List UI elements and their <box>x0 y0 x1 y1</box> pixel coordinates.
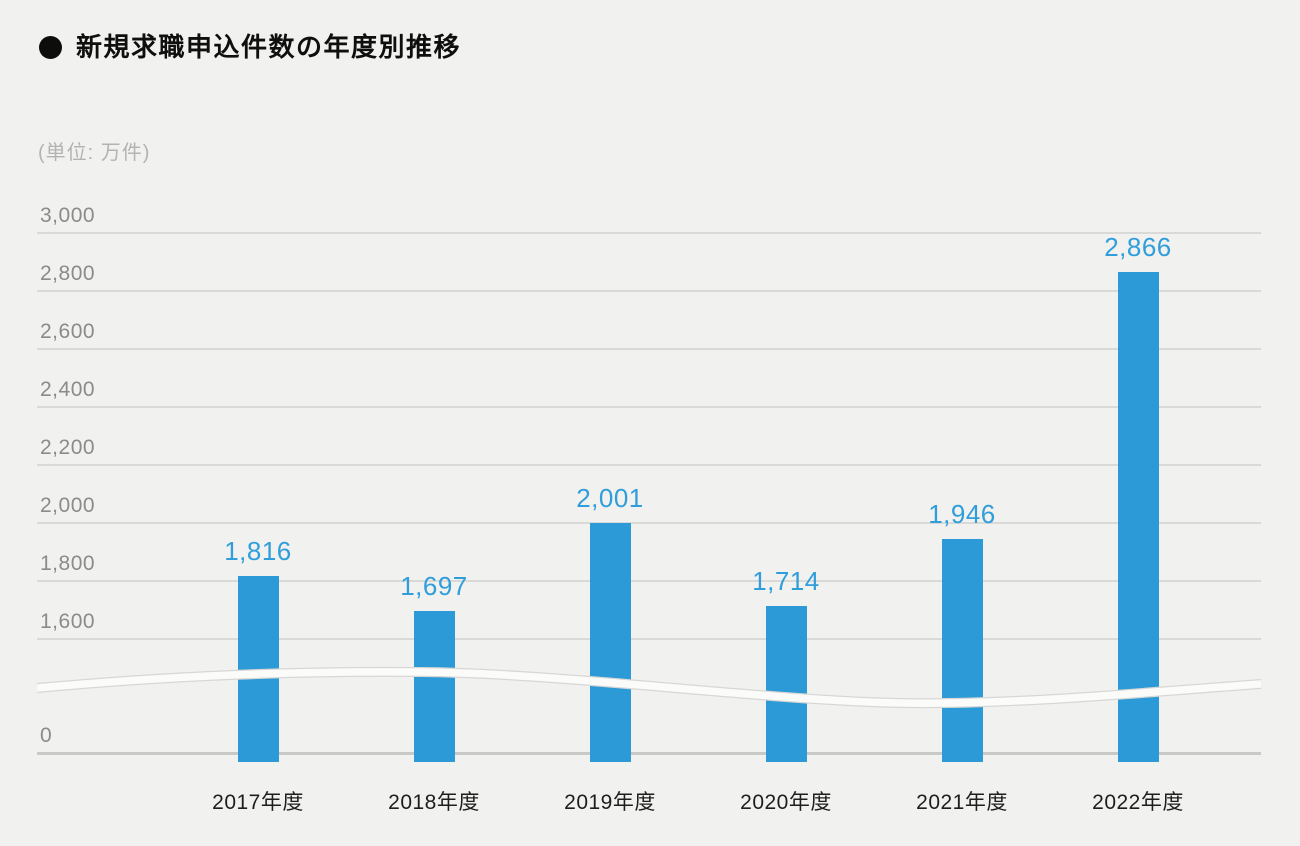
y-axis-tick-label: 2,600 <box>40 320 96 343</box>
bar <box>413 610 455 762</box>
y-axis-tick-label: 1,800 <box>40 552 96 575</box>
gridline <box>37 290 1261 292</box>
axis-break-wave-fill <box>36 668 1262 707</box>
unit-label: (単位: 万件) <box>38 142 151 164</box>
gridline <box>37 348 1261 350</box>
bar <box>1117 271 1159 762</box>
gridline <box>37 638 1261 640</box>
bar-value-label: 1,697 <box>400 570 468 601</box>
title-bullet-icon <box>39 35 62 59</box>
gridline <box>37 580 1261 582</box>
x-axis-line <box>37 752 1261 755</box>
gridline <box>37 406 1261 408</box>
x-axis-category-label: 2019年度 <box>564 791 656 814</box>
y-axis-tick-label: 2,800 <box>40 262 96 285</box>
x-axis-category-label: 2021年度 <box>916 791 1008 814</box>
x-axis-category-label: 2018年度 <box>388 791 480 814</box>
gridline <box>37 232 1261 234</box>
bar-value-label: 1,714 <box>752 565 820 596</box>
y-axis-tick-label: 3,000 <box>40 204 96 227</box>
y-axis-tick-label: 2,000 <box>40 494 96 517</box>
x-axis-category-label: 2017年度 <box>212 791 304 814</box>
bar <box>941 538 983 762</box>
y-axis-tick-label: 2,200 <box>40 436 96 459</box>
bar-value-label: 1,946 <box>928 498 996 529</box>
gridline <box>37 522 1261 524</box>
chart-title-row: 新規求職申込件数の年度別推移 <box>39 33 461 61</box>
x-axis-category-label: 2020年度 <box>740 791 832 814</box>
y-axis-tick-label: 2,400 <box>40 378 96 401</box>
x-axis-category-label: 2022年度 <box>1092 791 1184 814</box>
bar-value-label: 1,816 <box>224 536 292 567</box>
y-axis-zero-label: 0 <box>40 724 53 747</box>
axis-break-wave-edge <box>36 666 1262 709</box>
bar <box>237 576 279 762</box>
chart-title: 新規求職申込件数の年度別推移 <box>76 32 462 62</box>
bar-value-label: 2,001 <box>576 482 644 513</box>
gridline <box>37 464 1261 466</box>
bar <box>589 522 631 762</box>
bar-value-label: 2,866 <box>1104 231 1172 262</box>
bar <box>765 605 807 762</box>
y-axis-tick-label: 1,600 <box>40 610 96 633</box>
